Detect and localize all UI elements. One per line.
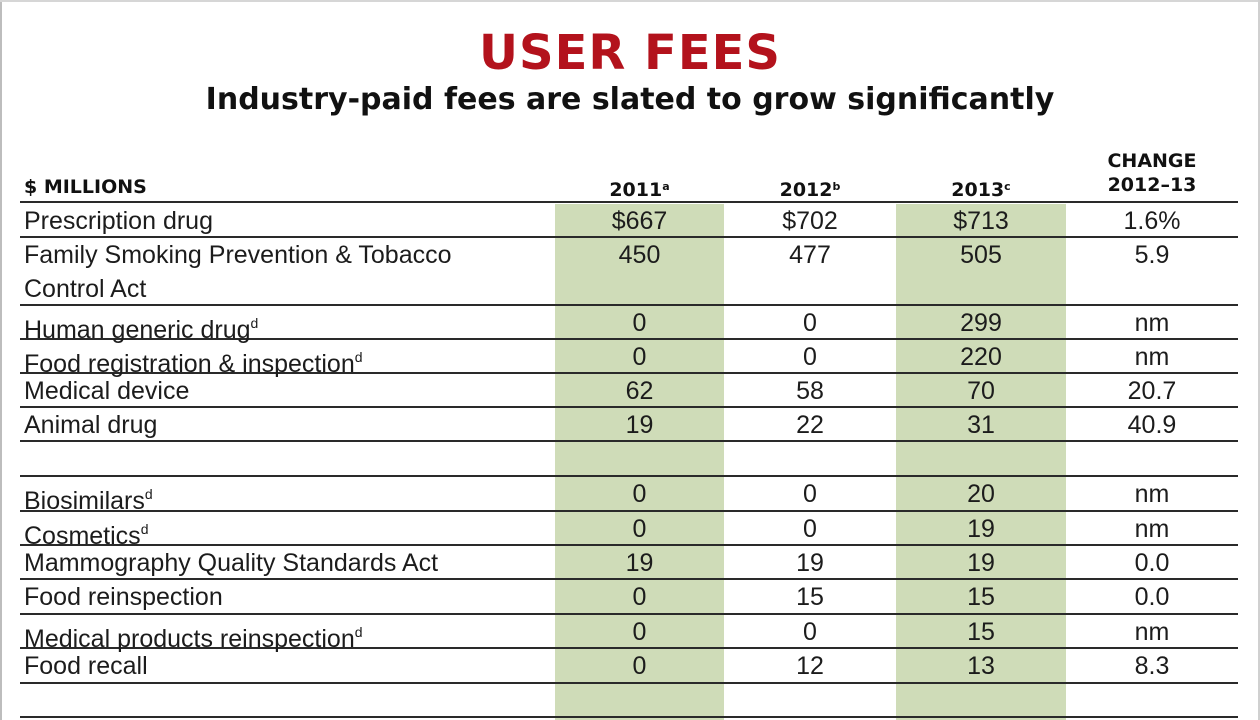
cell-2013: 299 <box>960 309 1002 337</box>
row-divider <box>20 236 1238 238</box>
cell-2011: $667 <box>611 207 668 235</box>
row-divider <box>20 304 1238 306</box>
header-2012: 2012b <box>779 179 841 201</box>
cell-2012: 12 <box>796 652 824 680</box>
header-2013: 2013c <box>951 179 1011 201</box>
row-divider <box>20 716 1238 718</box>
cell-change: 20.7 <box>1127 377 1177 405</box>
frame-right-border <box>1258 0 1260 720</box>
cell-2011: 0 <box>632 515 647 543</box>
cell-change: 8.3 <box>1134 652 1170 680</box>
row-divider <box>20 338 1238 340</box>
cell-change: nm <box>1134 309 1170 337</box>
cell-2012: 0 <box>803 343 817 371</box>
cell-2012: 477 <box>789 241 831 269</box>
row-label: Medical device <box>24 377 190 405</box>
header-2011: 2011a <box>609 179 670 201</box>
row-label: Cosmeticsd <box>24 521 149 550</box>
cell-2013: 19 <box>967 549 995 577</box>
row-label: Family Smoking Prevention & Tobacco <box>24 241 452 269</box>
cell-change: 1.6% <box>1123 207 1181 235</box>
cell-2012: 0 <box>803 515 817 543</box>
cell-change: nm <box>1134 480 1170 508</box>
cell-2012: 0 <box>803 480 817 508</box>
cell-2011: 19 <box>625 411 654 439</box>
row-label: Food recall <box>24 652 148 680</box>
row-label: Biosimilarsd <box>24 486 153 515</box>
header-units: $ MILLIONS <box>24 176 147 198</box>
row-divider <box>20 406 1238 408</box>
header-change: CHANGE 2012–13 <box>1107 150 1197 196</box>
row-divider <box>20 647 1238 649</box>
cell-change: nm <box>1134 515 1170 543</box>
page-subtitle: Industry-paid fees are slated to grow si… <box>205 82 1055 117</box>
cell-2011: 62 <box>625 377 654 405</box>
cell-change: 0.0 <box>1134 583 1170 611</box>
row-divider <box>20 682 1238 684</box>
cell-2013: 15 <box>967 583 995 611</box>
row-label: Medical products reinspectiond <box>24 624 363 653</box>
cell-2011: 450 <box>618 241 661 269</box>
cell-change: 40.9 <box>1127 411 1177 439</box>
cell-2013: 15 <box>967 618 995 646</box>
cell-2011: 0 <box>632 583 647 611</box>
cell-change: 0.0 <box>1134 549 1170 577</box>
cell-2011: 0 <box>632 480 647 508</box>
column-highlight-2013 <box>896 204 1066 720</box>
cell-2012: 0 <box>803 618 817 646</box>
cell-2011: 0 <box>632 343 647 371</box>
row-label: Food registration & inspectiond <box>24 349 363 378</box>
row-label: Food reinspection <box>24 583 223 611</box>
cell-change: nm <box>1134 618 1170 646</box>
cell-2012: 15 <box>796 583 824 611</box>
cell-2011: 0 <box>632 618 647 646</box>
row-divider <box>20 613 1238 615</box>
cell-2013: 220 <box>960 343 1002 371</box>
row-divider <box>20 578 1238 580</box>
cell-2012: 0 <box>803 309 817 337</box>
cell-2012: 19 <box>796 549 824 577</box>
cell-2012: $702 <box>782 207 838 235</box>
row-label: Animal drug <box>24 411 158 439</box>
column-highlight-2011 <box>555 204 724 720</box>
cell-2013: 31 <box>967 411 995 439</box>
row-divider <box>20 475 1238 477</box>
row-label: Mammography Quality Standards Act <box>24 549 439 577</box>
row-label: Human generic drugd <box>24 315 259 344</box>
cell-2013: $713 <box>953 207 1009 235</box>
row-label-continued: Control Act <box>24 275 147 303</box>
cell-2012: 22 <box>796 411 824 439</box>
row-label: Prescription drug <box>24 207 213 235</box>
cell-2013: 70 <box>967 377 995 405</box>
cell-2013: 505 <box>960 241 1002 269</box>
page-title: USER FEES <box>479 25 781 81</box>
cell-2012: 58 <box>796 377 824 405</box>
row-divider <box>20 201 1238 203</box>
cell-2011: 0 <box>632 652 647 680</box>
row-divider <box>20 510 1238 512</box>
row-divider <box>20 372 1238 374</box>
cell-change: 5.9 <box>1134 241 1170 269</box>
frame-top-border <box>0 0 1260 2</box>
row-divider <box>20 544 1238 546</box>
cell-2013: 20 <box>967 480 995 508</box>
row-divider <box>20 440 1238 442</box>
cell-2013: 13 <box>967 652 995 680</box>
frame-left-border <box>0 0 2 720</box>
cell-2011: 19 <box>625 549 654 577</box>
cell-change: nm <box>1134 343 1170 371</box>
cell-2011: 0 <box>632 309 647 337</box>
cell-2013: 19 <box>967 515 995 543</box>
